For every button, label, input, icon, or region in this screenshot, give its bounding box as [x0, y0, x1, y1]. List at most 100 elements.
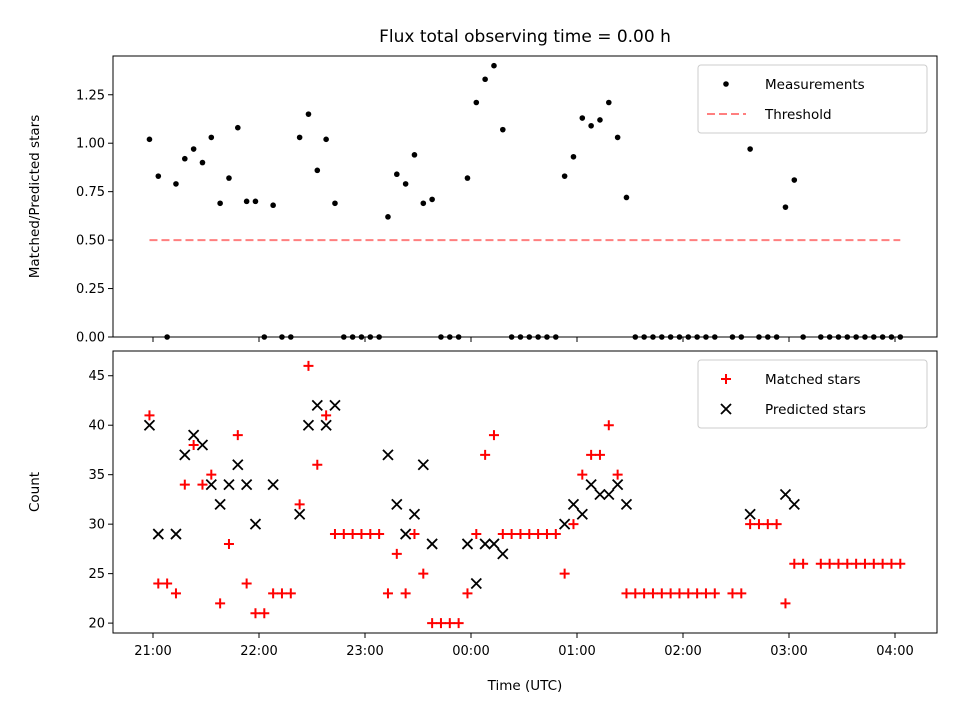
- x-tick-label: 00:00: [452, 644, 489, 659]
- predicted-star-point: [143, 419, 156, 431]
- measurement-point: [544, 334, 550, 340]
- predicted-star-point: [311, 399, 323, 412]
- x-tick-label: 03:00: [770, 644, 807, 659]
- matched-star-point: [674, 588, 685, 599]
- matched-star-point: [462, 588, 473, 599]
- measurement-point: [464, 175, 471, 181]
- matched-star-point: [559, 568, 570, 579]
- matched-star-point: [391, 548, 402, 559]
- chart-title: Flux total observing time = 0.00 h: [379, 27, 671, 47]
- measurement-point: [252, 198, 259, 205]
- measurement-point: [897, 334, 904, 340]
- matched-star-point: [374, 529, 385, 540]
- matched-star-point: [223, 538, 234, 549]
- x-tick-label: 21:00: [134, 644, 171, 659]
- measurement-point: [173, 181, 179, 187]
- predicted-star-point: [470, 577, 482, 590]
- y-tick-label: 0.50: [76, 234, 105, 249]
- measurement-point: [217, 200, 223, 207]
- matched-star-point: [515, 529, 526, 540]
- matched-star-point: [347, 529, 358, 540]
- matched-star-point: [329, 529, 340, 540]
- y-tick-label: 1.25: [76, 88, 105, 103]
- matched-star-point: [294, 499, 305, 510]
- measurement-point: [491, 62, 497, 69]
- measurement-point: [862, 334, 868, 340]
- x-tick-label: 04:00: [876, 644, 913, 659]
- matched-star-point: [409, 529, 420, 540]
- measurement-point: [694, 334, 700, 340]
- series-predicted-stars: [143, 399, 800, 590]
- measurement-point: [659, 334, 665, 340]
- measurement-point: [235, 124, 241, 131]
- matched-star-point: [215, 598, 226, 609]
- bottom-panel-counts: 20 25 30 35 40 45 21:00 22:00 23:00 00:00 01:00 02:…: [27, 350, 938, 694]
- measurement-point: [588, 122, 594, 129]
- predicted-star-point: [232, 459, 244, 471]
- measurement-point: [800, 334, 806, 340]
- y-tick-label: 40: [88, 419, 105, 434]
- matched-star-point: [259, 608, 270, 619]
- measurement-point: [164, 334, 170, 340]
- predicted-star-point: [426, 538, 438, 550]
- measurement-point: [182, 155, 188, 162]
- x-tick-label: 01:00: [558, 644, 595, 659]
- predicted-star-point: [293, 508, 306, 520]
- predicted-star-point: [320, 419, 332, 431]
- matched-star-point: [550, 529, 561, 540]
- series-measurements: [146, 62, 904, 340]
- measurement-point: [226, 175, 232, 181]
- matched-star-point: [232, 430, 243, 441]
- measurement-point: [376, 334, 382, 340]
- measurement-point: [261, 334, 268, 340]
- predicted-star-point: [461, 538, 474, 550]
- matched-star-point: [639, 588, 650, 599]
- measurement-point: [553, 334, 559, 340]
- measurement-point: [650, 334, 656, 340]
- measurement-point: [535, 334, 541, 340]
- matched-star-point: [418, 568, 429, 579]
- predicted-star-point: [187, 429, 200, 441]
- measurement-point: [729, 334, 736, 340]
- matched-star-point: [497, 529, 508, 540]
- plot-frame: [112, 55, 938, 338]
- matched-star-point: [276, 588, 287, 599]
- x-tick-label: 23:00: [346, 644, 383, 659]
- matched-star-point: [736, 588, 747, 599]
- measurement-point: [606, 99, 612, 106]
- measurement-point: [632, 334, 639, 340]
- predicted-star-point: [179, 449, 191, 461]
- measurement-point: [712, 334, 718, 340]
- matched-star-point: [480, 449, 491, 460]
- y-tick-label: 1.00: [76, 137, 105, 152]
- matched-star-point: [824, 558, 835, 569]
- measurement-point: [332, 200, 338, 207]
- matched-star-point: [524, 529, 535, 540]
- matched-star-point: [771, 519, 782, 530]
- matched-star-point: [798, 558, 809, 569]
- matched-star-point: [727, 588, 738, 599]
- matched-star-point: [568, 519, 579, 530]
- matched-star-point: [162, 578, 173, 589]
- measurement-point: [394, 171, 400, 178]
- predicted-star-point: [744, 508, 756, 520]
- measurement-point: [341, 334, 347, 340]
- measurement-point: [243, 198, 250, 205]
- measurement-point: [888, 334, 895, 340]
- predicted-star-point: [576, 508, 588, 520]
- measurement-point: [791, 177, 798, 183]
- measurement-point: [773, 334, 780, 340]
- series-matched-stars: [144, 360, 906, 629]
- predicted-star-point: [611, 478, 624, 491]
- measurement-point: [314, 167, 321, 174]
- matched-star-point: [789, 558, 800, 569]
- matched-star-point: [594, 449, 605, 460]
- predicted-star-point: [205, 478, 217, 491]
- x-axis-label: Time (UTC): [487, 678, 563, 694]
- y-axis-label: Count: [27, 472, 43, 512]
- measurement-point: [738, 334, 745, 340]
- measurement-point: [641, 334, 647, 340]
- matched-star-point: [303, 360, 314, 371]
- measurement-point: [782, 204, 789, 210]
